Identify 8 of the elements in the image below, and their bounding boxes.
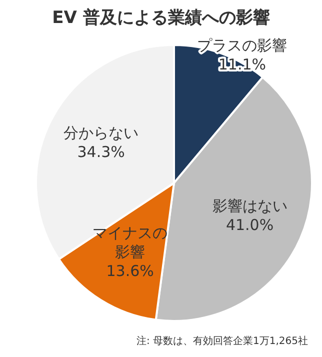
slice-label: 分からない (64, 124, 139, 142)
data-label: 34.3% (77, 143, 125, 162)
data-label: 13.6% (106, 262, 154, 280)
slice-label: 影響はない (212, 196, 288, 215)
data-label: 41.0% (226, 216, 274, 234)
text: 注: 母数は、有効回答企業1万1,265社 (136, 334, 308, 348)
chart-title: EV 普及による業績への影響 (51, 7, 271, 29)
slice-label: プラスの影響 (197, 36, 288, 54)
